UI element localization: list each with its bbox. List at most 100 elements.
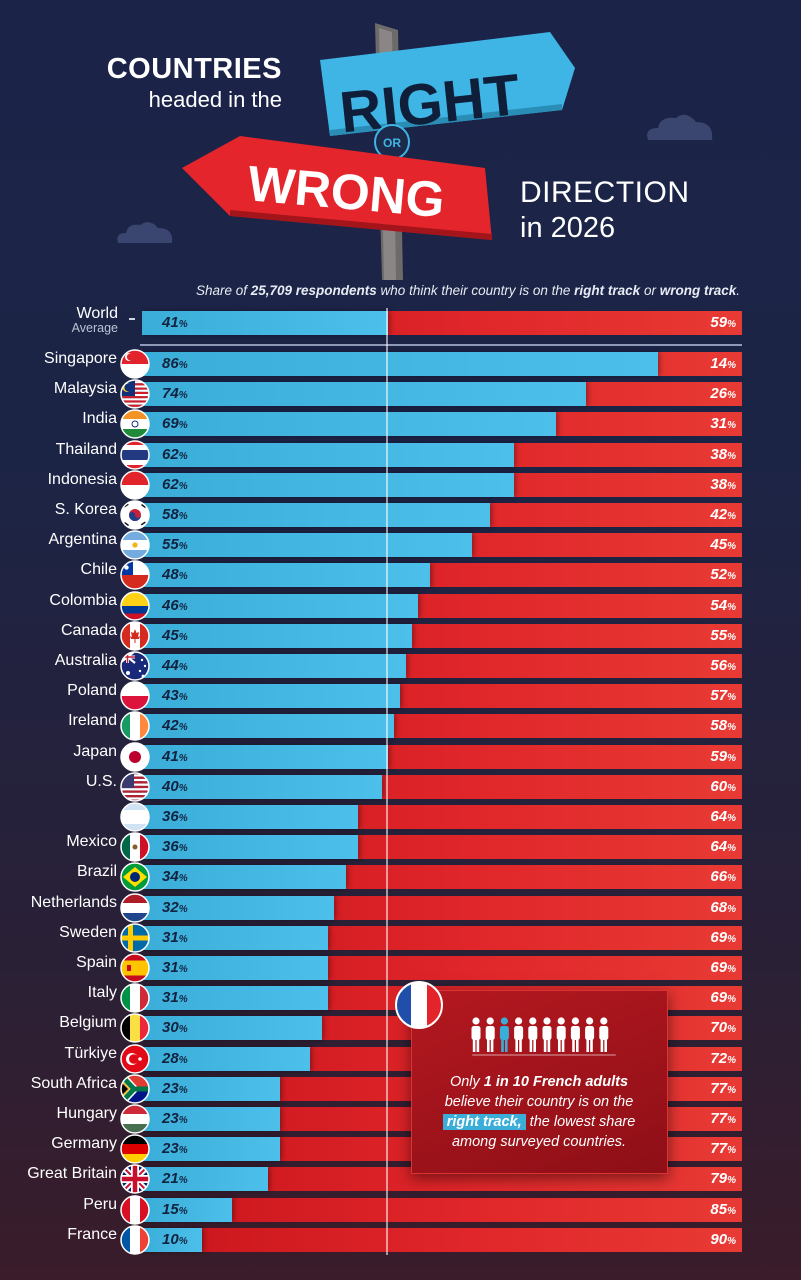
right-value-singapore-0: 86%	[162, 355, 188, 372]
wrong-value-s-korea-5: 42%	[710, 506, 736, 523]
australia-flag-icon	[120, 651, 150, 681]
right-bar-hungary-25	[142, 1107, 280, 1131]
wrong-value-ireland-12: 58%	[710, 717, 736, 734]
right-value-argentina-6: 55%	[162, 536, 188, 553]
world-dash	[129, 318, 135, 320]
malaysia-flag-icon	[120, 379, 150, 409]
france-flag-icon	[395, 981, 443, 1029]
person-icon	[570, 1017, 580, 1052]
country-label: Brazil	[76, 863, 117, 880]
country-label: South Africa	[30, 1075, 117, 1092]
wrong-value-peru-28: 85%	[710, 1201, 736, 1218]
indonesia-flag-icon	[120, 470, 150, 500]
country-label: Belgium	[59, 1014, 117, 1031]
country-label: Türkiye	[64, 1045, 117, 1062]
country-label: Malaysia	[53, 380, 117, 397]
person-icon	[485, 1017, 495, 1052]
right-value-poland-11: 43%	[162, 687, 188, 704]
right-value-japan-13: 41%	[162, 748, 188, 765]
right-bar-unlabeled-15	[142, 805, 358, 829]
canada-flag-icon	[120, 621, 150, 651]
callout-text: Only 1 in 10 French adults believe their…	[415, 1072, 663, 1152]
sign-or-text: OR	[383, 136, 401, 150]
right-value-world: 41%	[162, 314, 188, 331]
person-icon	[556, 1017, 566, 1052]
right-value-s-korea-5: 58%	[162, 506, 188, 523]
right-bar-argentina-6	[142, 533, 472, 557]
right-bar-brazil-17	[142, 865, 346, 889]
right-bar-italy-21	[142, 986, 328, 1010]
right-value-canada-9: 45%	[162, 627, 188, 644]
callout-line4: among surveyed countries.	[451, 1134, 627, 1150]
chile-flag-icon	[120, 560, 150, 590]
right-value-colombia-8: 46%	[162, 597, 188, 614]
right-bar-malaysia-1	[142, 382, 586, 406]
right-bar-great-britain-27	[142, 1167, 268, 1191]
wrong-value-indonesia-4: 38%	[710, 476, 736, 493]
poland-flag-icon	[120, 681, 150, 711]
wrong-value-argentina-6: 45%	[710, 536, 736, 553]
country-label: Ireland	[68, 712, 117, 729]
wrong-bar-peru-28	[142, 1198, 742, 1222]
wrong-value-spain-20: 69%	[710, 959, 736, 976]
callout-line1-pre: Only	[449, 1074, 484, 1090]
right-bar-mexico-16	[142, 835, 358, 859]
country-label: Argentina	[48, 531, 118, 548]
person-icon	[542, 1017, 552, 1052]
right-bar-netherlands-18	[142, 896, 334, 920]
person-icon	[471, 1017, 481, 1052]
signpost-graphic: RIGHT OR WRONG	[182, 23, 575, 280]
wrong-value-hungary-25: 77%	[710, 1110, 736, 1127]
wrong-value-canada-9: 55%	[710, 627, 736, 644]
singapore-flag-icon	[120, 349, 150, 379]
title-direction: DIRECTION	[520, 176, 690, 209]
wrong-value-t-rkiye-23: 72%	[710, 1050, 736, 1067]
country-label: Hungary	[56, 1105, 117, 1122]
right-bar-peru-28	[142, 1198, 232, 1222]
hungary-flag-icon	[120, 1104, 150, 1134]
right-bar-u-s--14	[142, 775, 382, 799]
subtitle-count: 25,709 respondents	[250, 283, 377, 298]
wrong-value-mexico-16: 64%	[710, 838, 736, 855]
chart-subtitle: Share of 25,709 respondents who think th…	[120, 283, 740, 298]
title-year: in 2026	[520, 212, 616, 244]
wrong-value-sweden-19: 69%	[710, 929, 736, 946]
right-bar-japan-13	[142, 745, 388, 769]
right-value-india-2: 69%	[162, 415, 188, 432]
right-bar-poland-11	[142, 684, 400, 708]
right-value-spain-20: 31%	[162, 959, 188, 976]
right-bar-s-korea-5	[142, 503, 490, 527]
right-bar-t-rkiye-23	[142, 1047, 310, 1071]
wrong-value-france-29: 90%	[710, 1231, 736, 1248]
mexico-flag-icon	[120, 832, 150, 862]
country-label: U.S.	[85, 773, 117, 790]
right-bar-india-2	[142, 412, 556, 436]
country-label: S. Korea	[54, 501, 117, 518]
right-value-malaysia-1: 74%	[162, 385, 188, 402]
south-korea-flag-icon	[120, 500, 150, 530]
callout-highlight: right track,	[442, 1114, 526, 1130]
country-label: Australia	[54, 652, 117, 669]
right-bar-australia-10	[142, 654, 406, 678]
subtitle-or: or	[640, 283, 660, 298]
turkiye-flag-icon	[120, 1044, 150, 1074]
right-bar-ireland-12	[142, 714, 394, 738]
country-label: Colombia	[49, 592, 117, 609]
belgium-flag-icon	[120, 1013, 150, 1043]
right-value-sweden-19: 31%	[162, 929, 188, 946]
netherlands-flag-icon	[120, 893, 150, 923]
right-value-mexico-16: 36%	[162, 838, 188, 855]
right-value-t-rkiye-23: 28%	[162, 1050, 188, 1067]
country-label: Poland	[67, 682, 117, 699]
country-label: France	[67, 1226, 117, 1243]
title-left: COUNTRIES headed in the	[60, 52, 282, 114]
sweden-flag-icon	[120, 923, 150, 953]
wrong-value-india-2: 31%	[710, 415, 736, 432]
cloud-icon	[117, 222, 173, 243]
wrong-value-great-britain-27: 79%	[710, 1170, 736, 1187]
wrong-value-world: 59%	[710, 314, 736, 331]
usa-flag-icon	[120, 772, 150, 802]
peru-flag-icon	[120, 1195, 150, 1225]
wrong-bar-france-29	[142, 1228, 742, 1252]
country-label: Peru	[83, 1196, 117, 1213]
